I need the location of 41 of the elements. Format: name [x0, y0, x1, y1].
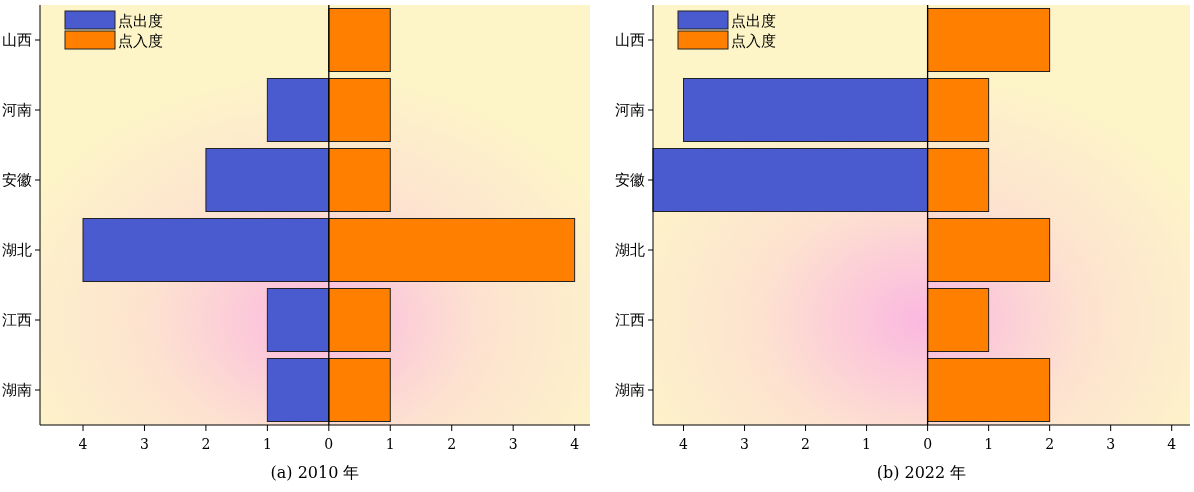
bar: [927, 8, 1051, 72]
x-tick-label: 2: [201, 436, 211, 452]
text: (a) 2010 年: [270, 463, 360, 482]
bar: [927, 288, 990, 352]
x-tick-label: 4: [78, 436, 88, 452]
x-tick-label: 0: [923, 436, 933, 452]
legend-label: 点出度: [118, 12, 163, 30]
legend-label: 点出度: [731, 12, 776, 30]
legend-label: 点入度: [731, 32, 776, 50]
bar: [328, 8, 391, 72]
y-tick-label: 湖南: [2, 381, 32, 399]
y-tick-label: 江西: [2, 311, 32, 329]
x-tick-label: 1: [984, 436, 994, 452]
x-tick-label: 3: [140, 436, 149, 452]
bar: [927, 218, 1051, 282]
x-tick-label: 4: [1167, 436, 1177, 452]
x-tick-label: 2: [801, 436, 811, 452]
y-tick-label: 湖南: [615, 381, 645, 399]
y-tick-label: 山西: [615, 31, 645, 49]
x-tick-label: 1: [862, 436, 872, 452]
x-tick-label: 3: [508, 436, 518, 452]
x-tick-label: 0: [324, 436, 334, 452]
y-tick-label: 安徽: [2, 171, 32, 189]
y-tick-label: 湖北: [615, 241, 645, 259]
x-tick-label: 3: [740, 436, 749, 452]
x-tick-label: 1: [385, 436, 395, 452]
legend-label: 点入度: [118, 32, 163, 50]
y-tick-label: 安徽: [615, 171, 645, 189]
text: (b) 2022 年: [876, 463, 967, 482]
x-tick-label: 3: [1106, 436, 1116, 452]
y-tick-label: 江西: [615, 311, 645, 329]
x-tick-label: 2: [447, 436, 457, 452]
y-tick-label: 河南: [615, 101, 645, 119]
y-tick-label: 河南: [2, 101, 32, 119]
y-tick-label: 湖北: [2, 241, 32, 259]
x-tick-label: 1: [262, 436, 272, 452]
x-tick-label: 2: [1045, 436, 1055, 452]
y-tick-label: 山西: [2, 31, 32, 49]
bar: [927, 358, 1051, 422]
x-tick-label: 4: [570, 436, 580, 452]
x-tick-label: 4: [679, 436, 689, 452]
